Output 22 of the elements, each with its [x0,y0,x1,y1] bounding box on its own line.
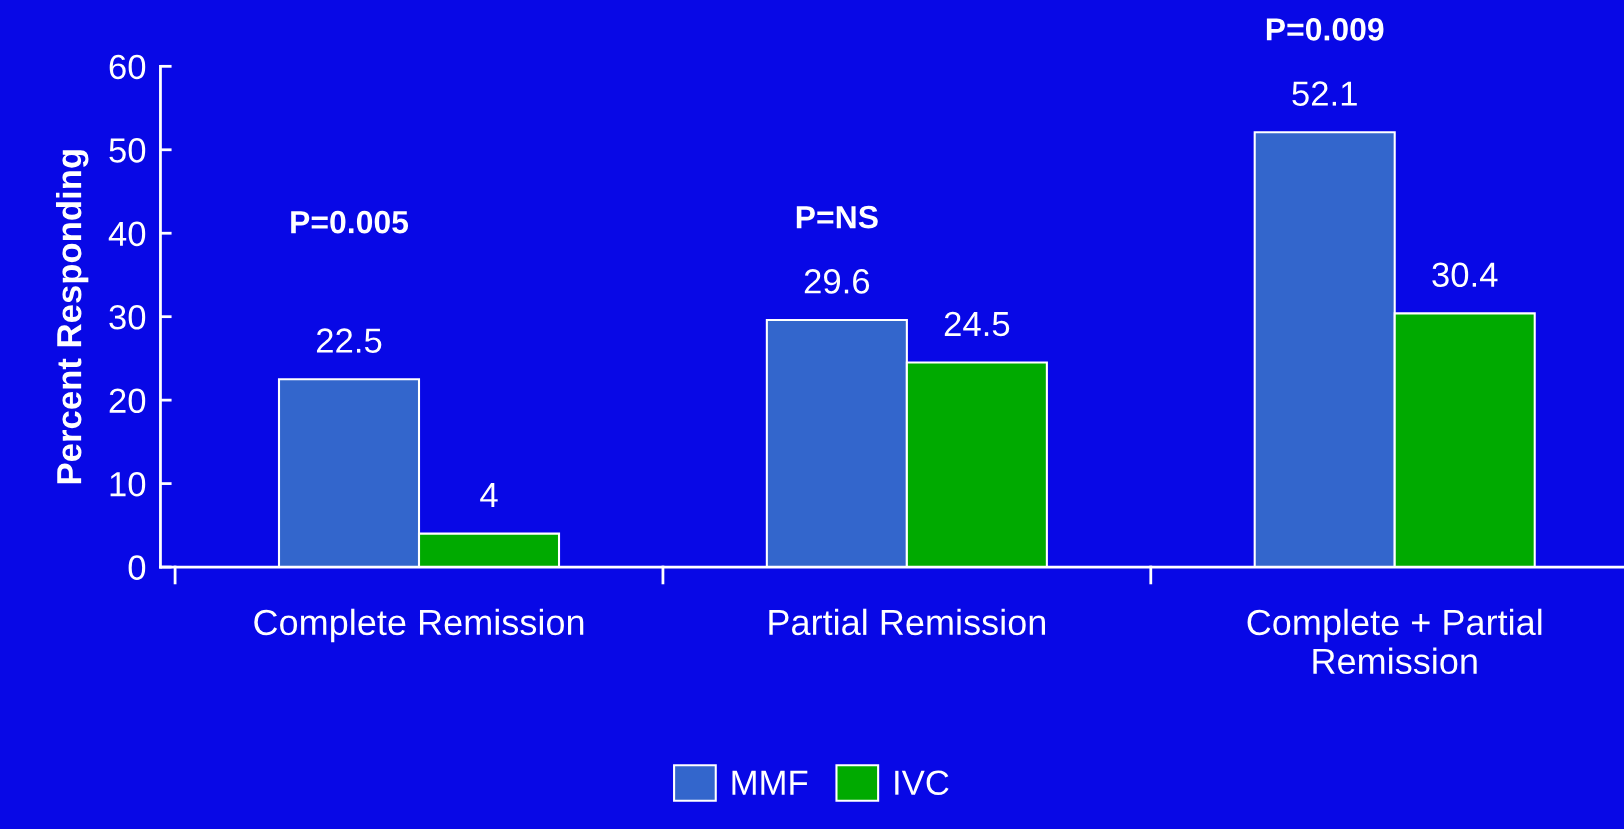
data-label: 29.6 [804,269,870,294]
legend-label: IVC [895,770,949,796]
x-tick-label: Partial Remission [769,608,1045,636]
y-tick-label: 30 [109,305,146,330]
y-tick-label: 20 [109,388,146,414]
y-tick-label: 60 [109,54,146,80]
annotation: P=NS [796,205,878,229]
y-tick-label: 0 [128,555,146,580]
y-tick-label: 10 [110,471,146,497]
x-tick-label: Complete + Partial Remission [1247,608,1542,675]
y-tick-label: 50 [109,138,146,163]
data-label: 4 [480,483,498,508]
x-tick-label: Complete Remission [254,608,584,643]
y-tick-label: 40 [108,221,146,247]
data-label: 30.4 [1432,262,1498,288]
legend-label: MMF [732,770,808,795]
annotation: P=0.005 [291,210,409,234]
data-label: 52.1 [1292,81,1357,106]
y-axis-title: Percent Responding [55,150,89,484]
text: P=0.009 [1266,18,1384,41]
data-label: 22.5 [316,328,382,353]
data-label: 24.5 [944,311,1010,337]
